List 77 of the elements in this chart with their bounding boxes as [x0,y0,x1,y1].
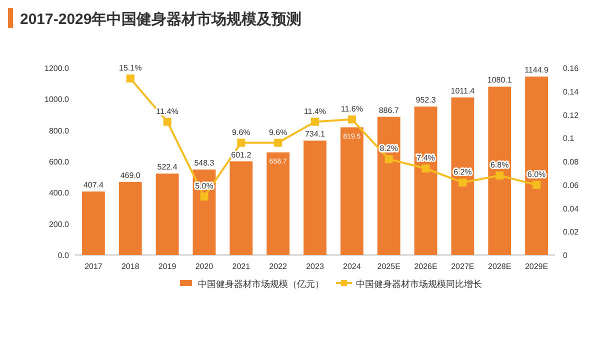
bar [266,152,290,255]
data-label: 886.7 [378,106,400,115]
y2-tick-label: 0.06 [563,180,580,190]
point [348,115,356,124]
data-label: 6.0% [527,170,546,179]
data-label: 15.1% [119,64,142,73]
y-tick-label: 1200.0 [44,64,70,73]
data-label: 9.6% [232,128,250,137]
bar [414,106,438,255]
data-label: 6.2% [454,168,472,177]
x-tick-label: 2025E [377,262,400,271]
data-label: 1011.4 [450,86,476,96]
data-label: 9.6% [268,128,288,137]
data-label: 11.6% [340,104,363,114]
point [200,192,208,201]
bar [304,140,326,255]
bar [156,174,179,255]
y-tick-label: 1000.0 [44,95,70,104]
y2-tick-label: 0.12 [563,110,580,120]
data-label: 7.4% [416,154,435,163]
y2-tick-label: 0.16 [563,64,580,73]
point [384,155,393,164]
data-label: 469.0 [120,170,141,180]
x-tick-label: 2029E [524,262,548,271]
data-label: 5.0% [195,182,214,191]
bar [340,127,364,255]
point [311,118,319,126]
y2-tick-label: 0.1 [563,134,575,144]
legend-label: 中国健身器材市场规模同比增长 [356,279,482,289]
x-tick-label: 2017 [84,262,103,271]
x-tick-label: 2019 [158,262,177,271]
x-tick-label: 2022 [269,262,288,271]
bar [525,76,548,255]
point [237,138,246,147]
x-tick-label: 2020 [195,262,214,271]
data-label: 548.3 [194,158,215,168]
point [532,180,541,189]
bar [451,97,474,255]
y2-tick-label: 0.04 [563,204,580,214]
y-tick-label: 400.0 [48,188,70,198]
data-label: 952.3 [416,96,436,105]
data-label: 407.4 [83,180,104,190]
point [422,164,430,173]
x-tick-label: 2028E [488,262,512,271]
x-tick-label: 2023 [306,262,324,271]
bar [377,116,400,255]
data-label: 734.1 [304,130,326,139]
point [163,118,172,126]
y2-tick-label: 0 [563,251,568,260]
point [458,178,467,187]
x-tick-label: 2021 [232,262,251,271]
y-tick-label: 200.0 [48,220,70,229]
bar [488,86,512,255]
point [126,74,134,83]
data-label: 8.2% [380,144,398,154]
data-label: 6.8% [490,160,509,170]
y2-tick-label: 0.08 [563,158,580,166]
data-label: 11.4% [304,106,326,116]
chart-title: 2017-2029年中国健身器材市场规模及预测 [20,10,302,28]
point [496,172,504,180]
y2-tick-label: 0.14 [563,87,580,96]
y-tick-label: 800.0 [48,126,70,136]
y2-tick-label: 0.02 [563,228,580,237]
legend-label: 中国健身器材市场规模（亿元） [198,279,324,289]
bar [82,192,105,255]
x-tick-label: 2026E [414,262,438,271]
point [274,138,282,147]
x-tick-label: 2027E [451,262,474,271]
data-label: 1080.1 [487,76,512,85]
y-tick-label: 0.0 [58,251,70,260]
bar [230,161,253,255]
y-tick-label: 600.0 [48,158,70,166]
data-label: 522.4 [157,162,178,172]
data-label: 1144.9 [524,66,550,75]
x-tick-label: 2018 [121,262,140,271]
x-tick-label: 2024 [343,262,362,271]
bar [118,182,142,255]
